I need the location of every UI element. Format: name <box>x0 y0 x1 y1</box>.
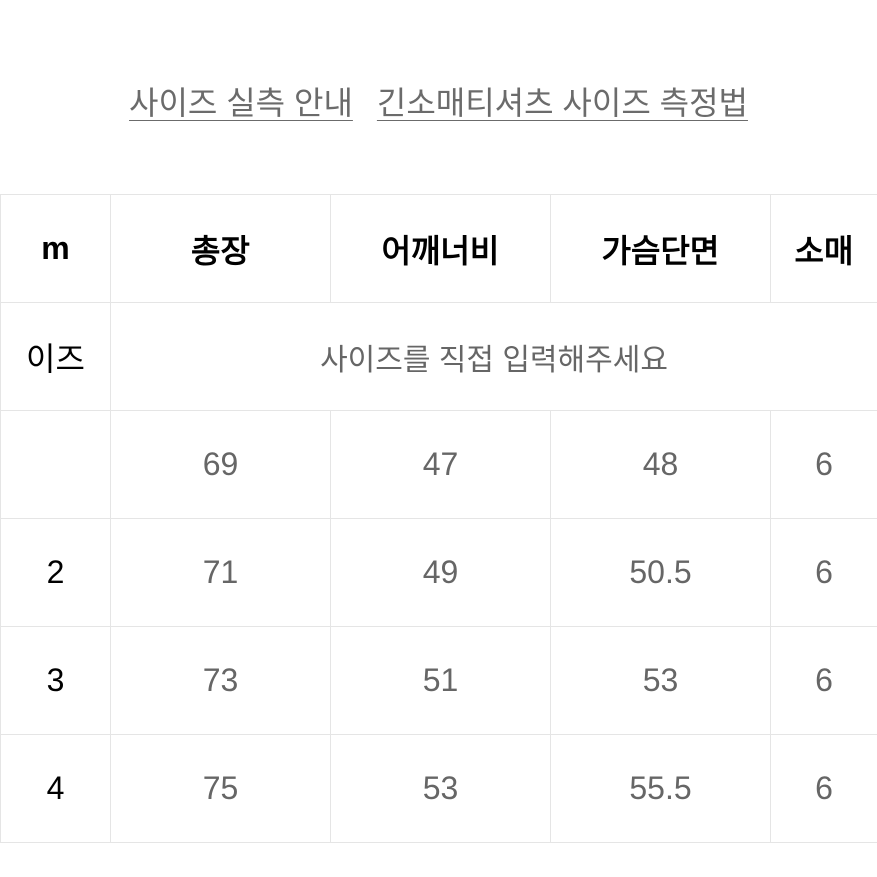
column-header-sleeve: 소매 <box>771 195 877 303</box>
size-value: 53 <box>551 627 771 735</box>
size-value: 55.5 <box>551 735 771 843</box>
measurement-guide-link[interactable]: 긴소매티셔츠 사이즈 측정법 <box>377 78 748 124</box>
size-label <box>1 411 111 519</box>
size-value: 49 <box>331 519 551 627</box>
column-header-unit: m <box>1 195 111 303</box>
column-header-length: 총장 <box>111 195 331 303</box>
size-value: 51 <box>331 627 551 735</box>
size-value: 6 <box>771 411 877 519</box>
size-value: 6 <box>771 627 877 735</box>
my-size-input-prompt[interactable]: 사이즈를 직접 입력해주세요 <box>111 303 877 411</box>
column-header-chest: 가슴단면 <box>551 195 771 303</box>
size-guide-link[interactable]: 사이즈 실측 안내 <box>129 78 353 124</box>
size-table: m 총장 어깨너비 가슴단면 소매 이즈 사이즈를 직접 입력해주세요 69 4… <box>0 194 877 843</box>
size-value: 73 <box>111 627 331 735</box>
size-value: 69 <box>111 411 331 519</box>
size-value: 6 <box>771 735 877 843</box>
size-label: 3 <box>1 627 111 735</box>
size-label: 2 <box>1 519 111 627</box>
table-row: 3 73 51 53 6 <box>1 627 877 735</box>
table-header-row: m 총장 어깨너비 가슴단면 소매 <box>1 195 877 303</box>
size-label: 4 <box>1 735 111 843</box>
size-value: 47 <box>331 411 551 519</box>
table-row: 4 75 53 55.5 6 <box>1 735 877 843</box>
size-value: 53 <box>331 735 551 843</box>
header-links: 사이즈 실측 안내 긴소매티셔츠 사이즈 측정법 <box>0 0 877 194</box>
size-value: 71 <box>111 519 331 627</box>
size-value: 75 <box>111 735 331 843</box>
column-header-shoulder: 어깨너비 <box>331 195 551 303</box>
my-size-label: 이즈 <box>1 303 111 411</box>
size-value: 50.5 <box>551 519 771 627</box>
size-value: 6 <box>771 519 877 627</box>
size-value: 48 <box>551 411 771 519</box>
my-size-row: 이즈 사이즈를 직접 입력해주세요 <box>1 303 877 411</box>
table-row: 69 47 48 6 <box>1 411 877 519</box>
table-row: 2 71 49 50.5 6 <box>1 519 877 627</box>
